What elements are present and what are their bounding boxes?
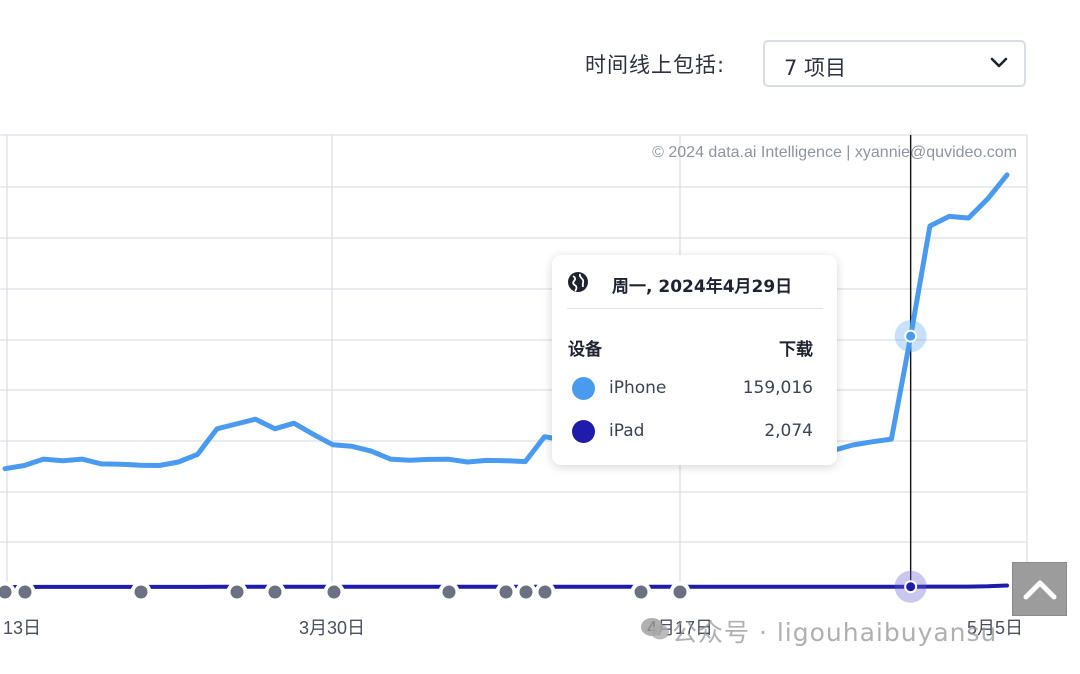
tooltip-device-header: 设备 [568,340,602,360]
chart-series [2,172,1010,603]
event-marker [519,585,533,599]
timeline-filter-label: 时间线上包括: [585,53,726,77]
tooltip-row-ipad-value: 2,074 [764,421,813,441]
copyright-notice: © 2024 data.ai Intelligence | xyannie@qu… [652,144,1017,161]
chevron-down-icon [990,57,1008,68]
event-marker [673,585,687,599]
scroll-to-top-button[interactable] [1012,562,1067,616]
wechat-icon [641,618,669,640]
event-marker [442,585,456,599]
tooltip-divider [567,308,823,309]
tooltip-row-ipad-name: iPad [609,421,645,441]
hover-tooltip: 周一, 2024年4月29日 设备 下载 iPhone 159,016 iPad… [552,255,837,465]
globe-icon [568,272,588,292]
tooltip-downloads-header: 下载 [779,340,813,360]
event-markers [0,581,691,603]
series-line-iphone [2,172,1010,472]
event-marker [18,585,32,599]
event-marker [538,585,552,599]
timeline-items-value: 7 项目 [784,56,847,80]
event-marker [634,585,648,599]
x-tick-label: 3月30日 [299,618,365,638]
event-marker [230,585,244,599]
iphone-legend-dot [572,377,595,400]
x-axis-ticks: 13日 3月30日 4月17日 5月5日 [3,618,1023,638]
x-tick-label: 13日 [3,618,41,638]
event-marker [499,585,513,599]
chevron-up-icon [1023,580,1057,600]
hover-point-ipad [904,580,918,594]
timeline-items-select[interactable]: 7 项目 [763,40,1026,87]
event-marker [134,585,148,599]
tooltip-date: 周一, 2024年4月29日 [612,277,793,297]
hover-point-iphone [904,329,918,343]
ipad-legend-dot [572,420,595,443]
event-marker [327,585,341,599]
tooltip-row-iphone-name: iPhone [609,378,667,398]
x-tick-label: 5月5日 [967,618,1023,638]
tooltip-row-iphone-value: 159,016 [742,378,813,398]
watermark-text: 公众号 · ligouhaibuyansu [672,618,998,647]
chart-grid [0,134,1028,592]
event-marker [268,585,282,599]
event-marker [0,585,12,599]
